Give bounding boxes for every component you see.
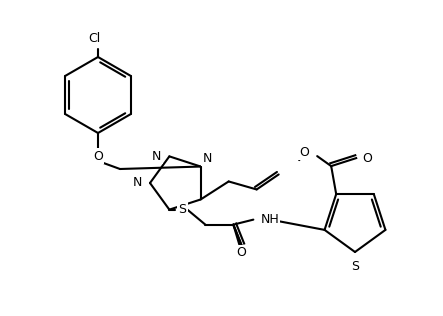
Text: S: S xyxy=(351,260,359,273)
Text: N: N xyxy=(132,177,142,190)
Text: S: S xyxy=(179,203,187,216)
Text: N: N xyxy=(152,150,161,163)
Text: Cl: Cl xyxy=(88,32,100,45)
Text: NH: NH xyxy=(260,213,279,226)
Text: O: O xyxy=(362,152,372,165)
Text: O: O xyxy=(93,149,103,162)
Text: O: O xyxy=(299,146,309,159)
Text: O: O xyxy=(237,246,246,259)
Text: N: N xyxy=(202,152,212,165)
